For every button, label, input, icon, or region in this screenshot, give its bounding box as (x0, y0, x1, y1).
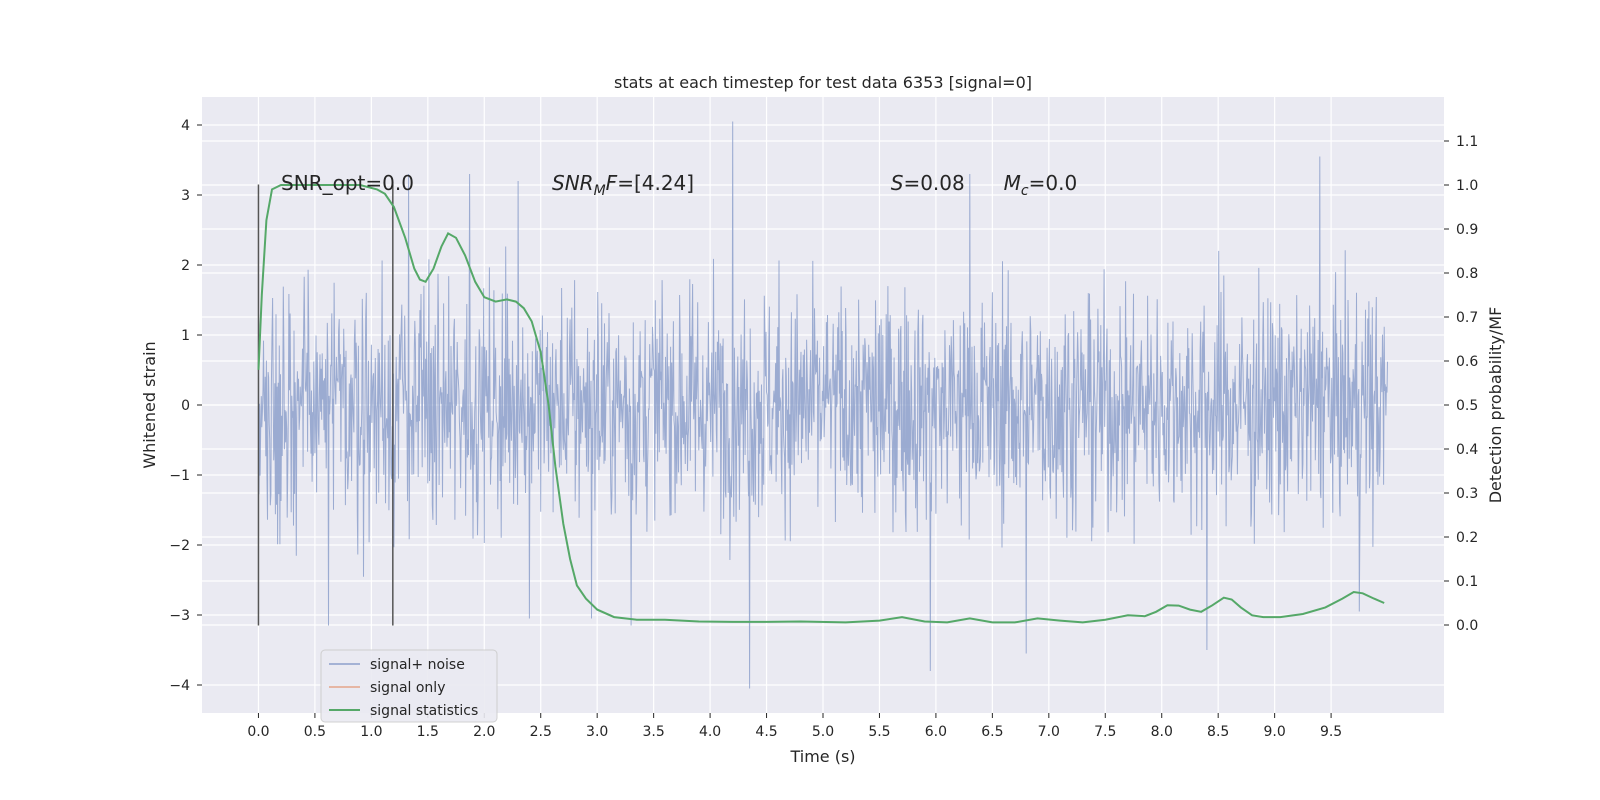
x-tick-label: 7.0 (1038, 724, 1060, 740)
x-tick-label: 6.5 (981, 724, 1003, 740)
y2-tick-label: 1.0 (1456, 178, 1478, 194)
x-axis-label: Time (s) (789, 747, 855, 766)
y2-tick-label: 0.0 (1456, 618, 1478, 634)
annotation-text: Mc=0.0 (1004, 171, 1078, 199)
legend-label: signal+ noise (370, 657, 465, 673)
y2-tick-label: 0.5 (1456, 398, 1478, 414)
x-axis-ticks: 0.0 0.5 1.0 1.5 2.0 2.5 3.0 3.5 4.0 4.5 5.0 5.5 6.0 6… (247, 713, 1342, 740)
annotation-text: S=0.08 (891, 171, 965, 195)
x-tick-label: 0.5 (304, 724, 326, 740)
chart-title: stats at each timestep for test data 635… (614, 73, 1032, 92)
x-tick-label: 3.5 (643, 724, 665, 740)
y-tick-label: −2 (169, 538, 190, 554)
x-tick-label: 2.5 (530, 724, 552, 740)
x-tick-label: 9.0 (1264, 724, 1286, 740)
y-tick-label: 2 (181, 258, 190, 274)
y2-tick-label: 0.2 (1456, 530, 1478, 546)
x-tick-label: 5.5 (868, 724, 890, 740)
x-tick-label: 5.0 (812, 724, 834, 740)
legend: signal+ noise signal only signal statistic… (320, 649, 498, 723)
annotations: SNR_opt=0.0 SNRMF=[4.24] S=0.08 Mc=0.0 (281, 171, 1077, 199)
x-tick-label: 4.0 (699, 724, 721, 740)
legend-box (320, 649, 498, 723)
y2-tick-label: 0.8 (1456, 266, 1478, 282)
x-tick-label: 0.0 (247, 724, 269, 740)
signal-statistics-series (257, 184, 1385, 624)
vertical-markers (257, 184, 394, 626)
y2-tick-label: 0.9 (1456, 222, 1478, 238)
y-tick-label: 1 (181, 328, 190, 344)
x-tick-label: 8.5 (1207, 724, 1229, 740)
y-tick-label: −3 (169, 608, 190, 624)
y2-axis-label: Detection probability/MF (1486, 307, 1505, 504)
x-tick-label: 1.5 (417, 724, 439, 740)
x-tick-label: 3.0 (586, 724, 608, 740)
y-axis-ticks: 4 3 2 1 0 −1 −2 −3 −4 (169, 118, 202, 694)
y-tick-label: −1 (169, 468, 190, 484)
y-tick-label: −4 (169, 678, 190, 694)
annotation-text: SNRMF=[4.24] (552, 171, 694, 199)
y2-tick-label: 0.7 (1456, 310, 1478, 326)
y-tick-label: 4 (181, 118, 190, 134)
x-tick-label: 8.0 (1151, 724, 1173, 740)
signal-noise-line (258, 121, 1388, 689)
x-tick-label: 7.5 (1094, 724, 1116, 740)
y2-tick-label: 1.1 (1456, 134, 1478, 150)
y2-tick-label: 0.3 (1456, 486, 1478, 502)
legend-label: signal statistics (370, 703, 478, 719)
y-tick-label: 0 (181, 398, 190, 414)
y2-tick-label: 0.6 (1456, 354, 1478, 370)
x-tick-label: 9.5 (1320, 724, 1342, 740)
legend-label: signal only (370, 680, 445, 696)
y2-tick-label: 0.4 (1456, 442, 1478, 458)
x-tick-label: 2.0 (473, 724, 495, 740)
x-tick-label: 1.0 (360, 724, 382, 740)
signal-statistics-line (257, 184, 1385, 624)
y2-tick-label: 0.1 (1456, 574, 1478, 590)
signal-noise-series (258, 121, 1388, 689)
y2-axis-ticks: 1.1 1.0 0.9 0.8 0.7 0.6 0.5 0.4 0.3 0.2 0.1 0.0 (1444, 134, 1478, 634)
x-tick-label: 6.0 (925, 724, 947, 740)
annotation-text: SNR_opt=0.0 (281, 171, 414, 195)
x-tick-label: 4.5 (755, 724, 777, 740)
y-tick-label: 3 (181, 188, 190, 204)
y-axis-label: Whitened strain (140, 341, 159, 468)
